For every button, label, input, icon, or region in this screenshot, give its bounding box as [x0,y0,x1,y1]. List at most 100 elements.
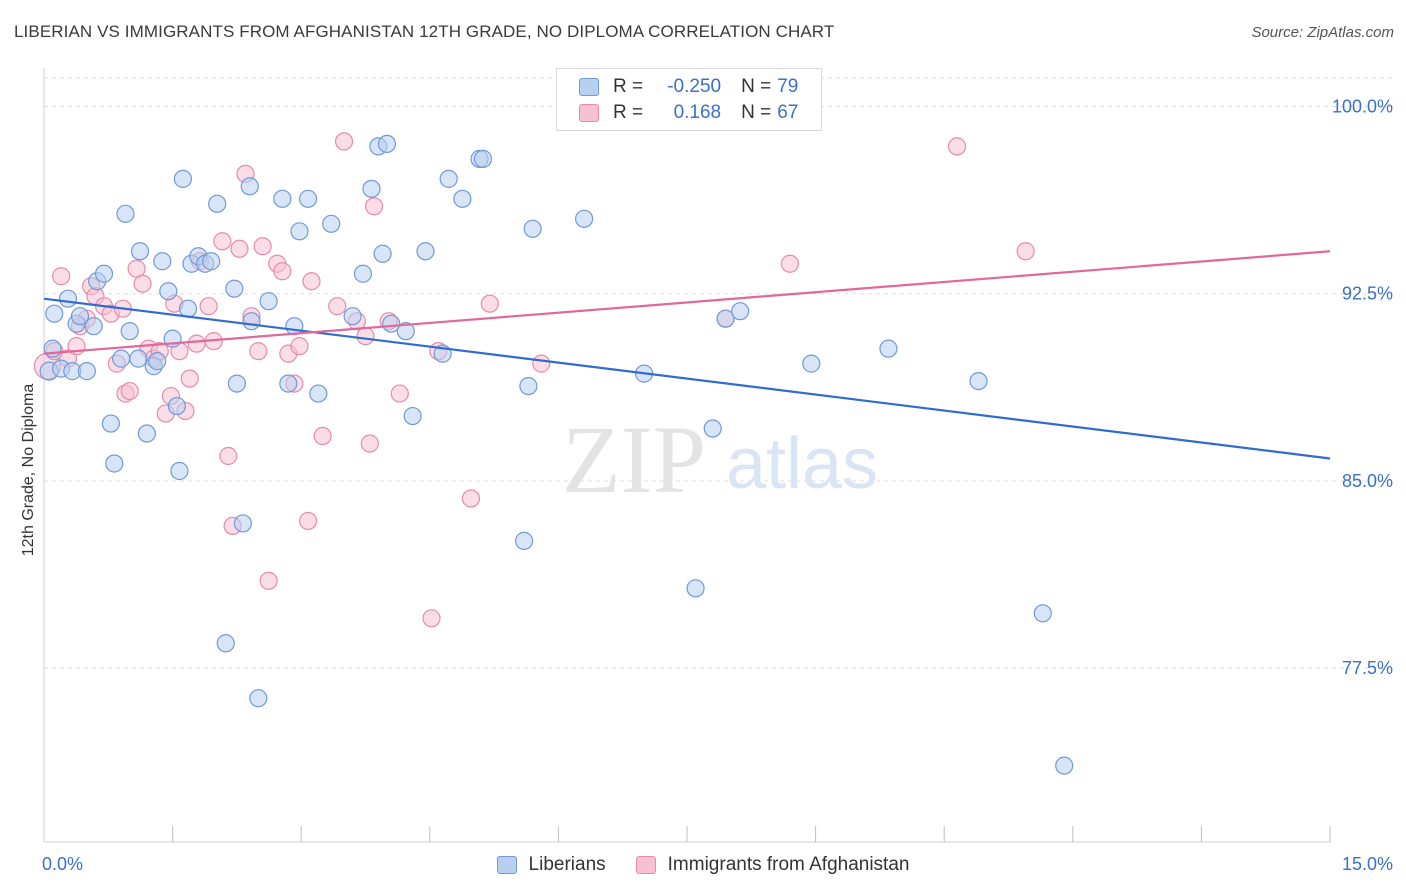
legend-n-value: 79 [777,76,799,97]
liberian-point [439,169,458,188]
afghan-point [273,262,292,281]
legend-swatch-liberians [579,78,599,96]
afghan-point [313,426,332,446]
liberian-point [731,302,750,321]
series-legend-afghan: Immigrants from Afghanistan [635,854,910,876]
afghan-point [219,446,238,466]
watermark-zip: ZIP [562,406,706,513]
legend-r-value: 0.168 [673,102,722,123]
tick-labels: 100.0% 92.5% 85.0% 77.5% 0.0% 15.0% [42,96,1393,874]
liberian-point [45,304,64,323]
watermark-atlas: atlas [726,424,878,504]
legend-r-label: R = [613,76,644,97]
afghan-point [947,137,967,156]
liberian-point [373,244,392,263]
afghan-point [1016,242,1035,261]
afghan-point [422,609,441,628]
liberian-point [322,214,341,233]
liberian-point [116,204,135,223]
y-tick-label: 77.5% [1342,658,1393,678]
liberian-point [105,454,124,473]
y-tick-label: 85.0% [1342,471,1393,491]
liberian-point [240,177,259,196]
afghan-point [213,232,232,251]
liberian-point [58,289,78,308]
afghan-point [180,369,199,388]
afghan-point [461,489,481,508]
liberian-point [225,279,244,298]
series-label-afghan: Immigrants from Afghanistan [667,854,910,875]
liberian-point [969,371,988,391]
legend-r-value: -0.250 [667,76,722,97]
afghan-point [253,237,272,256]
liberian-point [343,307,362,326]
afghan-point [364,197,384,216]
liberian-point [129,349,148,368]
liberian-point [279,374,298,393]
y-tick-label: 100.0% [1332,96,1393,116]
liberian-point [298,189,318,208]
correlation-legend: R = -0.250 N = 79 R = 0.168 N = 67 [556,68,822,131]
afghan-point [298,511,318,531]
series-swatch-afghan [635,856,656,874]
axis-layer [43,68,1331,843]
liberian-point [716,309,735,328]
afghan-point [480,294,499,313]
afghan-point [334,132,354,151]
liberian-point [101,414,120,433]
series-legend: Liberians Immigrants from Afghanistan [0,852,1406,878]
afghan-point [360,434,379,453]
liberian-point [202,252,221,271]
liberian-point [309,384,328,403]
liberian-point [515,531,534,550]
liberian-point [273,189,292,208]
liberian-point [112,349,131,368]
afghan-point [133,274,152,293]
series-legend-liberians: Liberians [496,854,606,876]
liberian-point [473,149,493,168]
liberian-point [382,314,401,333]
trend-lines [43,250,1331,460]
afghan-point [187,334,206,353]
liberian-point [137,424,156,443]
liberian-point [84,317,103,336]
afghan-point [249,342,268,361]
afghan-point [199,297,218,316]
liberian-point [233,514,253,533]
liberian-point [403,406,422,426]
liberian-point [416,242,435,261]
liberian-point [216,634,235,653]
series-label-liberians: Liberians [528,854,606,875]
liberian-point [353,264,373,283]
liberian-point [159,282,178,301]
liberian-point [167,396,186,416]
afghan-point [302,272,321,291]
liberian-point [43,339,62,358]
afghan-point [259,571,278,590]
legend-n-value: 67 [777,102,799,123]
liberian-point [148,352,167,371]
liberian-point [285,317,304,336]
legend-swatch-afghan [579,104,599,122]
liberian-point [802,354,821,373]
liberian-point [242,312,261,331]
legend-n-label: N = [741,76,772,97]
liberian-point [1033,604,1052,623]
liberian-point [377,134,397,154]
liberian-point [153,252,172,271]
y-tick-label: 92.5% [1342,284,1393,304]
liberian-point [575,209,594,228]
liberian-point [249,689,268,708]
series-swatch-liberians [496,856,517,874]
liberian-points [39,134,1074,775]
liberian-point [120,322,139,341]
legend-row-afghan: R = 0.168 N = 67 [579,101,798,125]
afghan-point [230,239,249,258]
afghan-point [52,267,71,286]
afghan-point [356,327,375,346]
y-axis-label: 12th Grade, No Diploma [20,383,37,557]
liberian-point [1055,756,1074,775]
afghan-point [390,384,409,403]
afghan-point [290,337,309,356]
